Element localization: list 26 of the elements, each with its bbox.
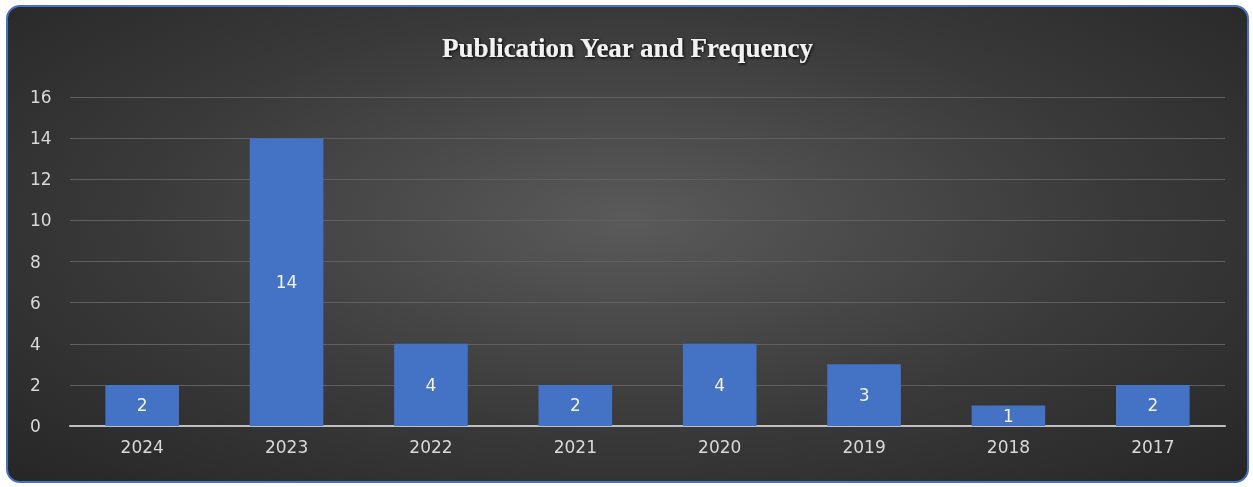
data-label: 14 [275, 272, 298, 293]
data-label: 4 [425, 374, 437, 395]
y-tick-label: 10 [30, 210, 52, 231]
x-tick-label: 2018 [986, 436, 1031, 457]
x-tick-label: 2020 [698, 436, 742, 457]
data-label: 2 [1147, 395, 1159, 416]
y-tick-label: 16 [30, 87, 52, 107]
x-tick-label: 2022 [409, 436, 453, 457]
x-tick-label: 2023 [264, 436, 309, 457]
x-tick-label: 2021 [553, 436, 597, 457]
x-tick-label: 2019 [842, 436, 886, 457]
x-tick-label: 2017 [1131, 436, 1175, 457]
y-tick-label: 4 [30, 333, 41, 354]
y-tick-label: 8 [30, 251, 41, 272]
y-tick-label: 2 [30, 374, 41, 395]
data-label: 4 [714, 374, 726, 395]
data-label: 2 [569, 395, 581, 416]
data-label: 3 [858, 385, 870, 406]
y-tick-label: 14 [30, 128, 52, 149]
data-label: 1 [1003, 405, 1014, 426]
y-tick-label: 6 [30, 292, 41, 313]
data-label: 2 [136, 395, 148, 416]
y-tick-label: 12 [30, 169, 52, 190]
x-tick-label: 2024 [120, 436, 164, 457]
y-tick-label: 0 [30, 416, 41, 436]
chart-title: Publication Year and Frequency [442, 32, 814, 63]
